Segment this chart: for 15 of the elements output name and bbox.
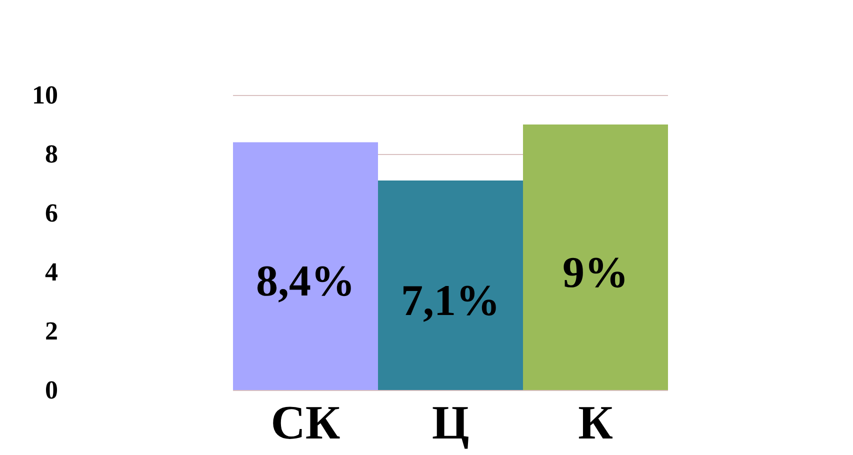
y-tick-label: 8 [45,140,58,168]
x-tick-label: Ц [432,396,470,450]
y-tick-label: 6 [45,198,58,228]
data-label: 9% [562,248,628,297]
bar [523,124,668,390]
y-tick-label: 2 [45,316,58,346]
y-tick-label: 0 [45,376,58,404]
y-tick-label: 10 [32,80,58,110]
bar [378,180,523,390]
bar [233,142,378,390]
x-tick-label: К [578,396,614,450]
data-label: 8,4% [256,256,355,306]
x-tick-label: СК [270,396,340,450]
y-tick-label: 4 [45,258,58,286]
data-label: 7,1% [401,276,500,325]
